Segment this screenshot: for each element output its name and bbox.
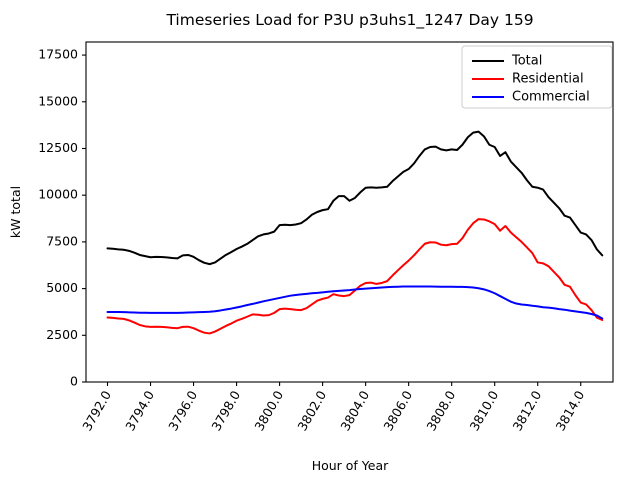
y-tick-label: 0: [70, 374, 78, 389]
y-axis-label: kW total: [8, 186, 23, 238]
y-tick-label: 10000: [38, 187, 78, 202]
y-tick-label: 5000: [46, 280, 78, 295]
y-tick-label: 12500: [38, 140, 78, 155]
y-axis-ticks: 0 2500 5000 7500 10000 12500 15000 17500: [38, 47, 86, 389]
legend-label-total: Total: [511, 54, 542, 69]
y-tick-label: 2500: [46, 327, 78, 342]
x-axis-label: Hour of Year: [312, 458, 389, 473]
y-tick-label: 7500: [46, 233, 78, 248]
chart-title: Timeseries Load for P3U p3uhs1_1247 Day …: [165, 11, 533, 30]
chart-legend[interactable]: Total Residential Commercial: [461, 45, 613, 109]
y-tick-label: 15000: [38, 93, 78, 108]
series-line-total: [106, 130, 604, 266]
plot-frame: [85, 41, 614, 383]
legend-label-residential: Residential: [512, 72, 584, 87]
legend-label-commercial: Commercial: [512, 90, 590, 105]
data-series-group: [106, 130, 604, 335]
series-line-commercial: [106, 285, 604, 320]
y-tick-label: 17500: [38, 47, 78, 62]
